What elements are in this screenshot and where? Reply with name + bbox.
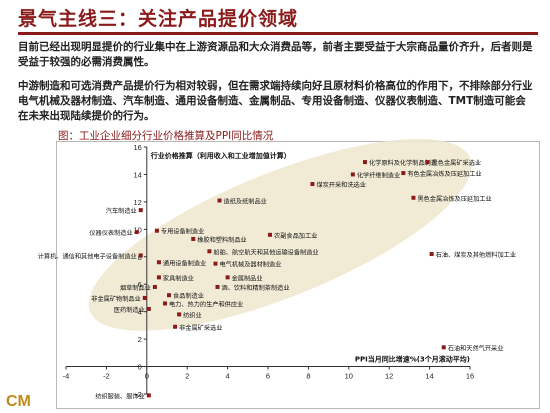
- data-point-label: 专用设备制造业: [161, 228, 204, 236]
- data-point-label: 医药制造业: [114, 306, 145, 314]
- x-tick-label: 14: [425, 372, 433, 381]
- data-point-label: 烟草制品业: [120, 284, 151, 292]
- data-point: [411, 195, 416, 200]
- data-point: [441, 345, 446, 350]
- data-point: [142, 295, 147, 300]
- data-point: [350, 172, 355, 177]
- data-point: [138, 253, 143, 258]
- x-axis-title: PPI当月同比增速%(3个月滚动平均): [355, 355, 470, 364]
- y-tick-label: 10: [133, 225, 141, 234]
- x-tick-label: 2: [185, 372, 189, 381]
- data-point-label: 石油和天然气开采业: [448, 344, 504, 352]
- data-point-label: 酒、饮料和精制茶制造业: [222, 284, 290, 292]
- data-point: [177, 312, 182, 317]
- data-point: [152, 284, 157, 289]
- data-point-label: 化学纤维制造业: [357, 171, 400, 179]
- data-point: [156, 260, 161, 265]
- x-tick-label: 6: [266, 372, 270, 381]
- data-point-label: 橡胶和塑料制品业: [197, 236, 247, 244]
- y-tick-label: 6: [138, 280, 142, 289]
- x-tick-label: -4: [63, 372, 70, 381]
- highlight-ellipse: [88, 138, 472, 331]
- data-point: [146, 306, 151, 311]
- figure-caption: 图：工业企业细分行业价格推算及PPI同比情况: [58, 130, 274, 142]
- data-point: [213, 261, 218, 266]
- data-point-label: 家具制造业: [163, 274, 194, 282]
- x-tick-label: 0: [145, 372, 149, 381]
- data-point-label: 黑色金属冶炼及压延加工业: [417, 195, 491, 203]
- data-point-label: 黑色金属矿采选业: [432, 159, 482, 167]
- data-point-label: 通用设备制造业: [163, 259, 206, 267]
- data-point: [429, 252, 434, 257]
- data-point-label: 电气机械及器材制造业: [219, 261, 281, 269]
- data-point: [146, 393, 151, 398]
- data-point: [173, 324, 178, 329]
- data-point-label: 计算机、通信和其他电子设备制造业: [38, 252, 137, 260]
- y-tick-label: 0: [138, 363, 142, 372]
- data-point-label: 纺织服装、服饰业: [95, 392, 145, 400]
- data-point-label: 造纸及纸制品业: [224, 198, 267, 206]
- x-tick-label: 10: [345, 372, 353, 381]
- data-point-label: 有色金属冶炼及压延加工业: [407, 170, 481, 178]
- title-underline: [18, 32, 538, 35]
- data-point-label: 非金属矿采选业: [179, 324, 222, 332]
- data-point-label: 电力、热力的生产和供应业: [169, 300, 243, 308]
- data-point-label: 石油、煤炭及其他燃料加工业: [436, 251, 516, 259]
- detail-paragraph: 中游制造和可选消费产品提价行为相对较弱，但在需求端持续向好且原材料价格高位的作用…: [18, 80, 533, 122]
- summary-paragraph: 目前已经出现明显提价的行业集中在上游资源品和大众消费品等，前者主要受益于大宗商品…: [18, 41, 533, 68]
- data-point: [362, 160, 367, 165]
- data-point: [134, 230, 139, 235]
- brand-logo: CM: [6, 393, 31, 410]
- data-point-label: 船舶、航空航天和其他运输设备制造业: [213, 248, 318, 256]
- data-point: [401, 171, 406, 176]
- y-tick-label: 16: [133, 143, 141, 152]
- data-point: [138, 208, 143, 213]
- data-point-label: 化学原料及化学制品制造: [369, 159, 437, 167]
- x-tick-label: 8: [306, 372, 310, 381]
- x-tick-label: 12: [385, 372, 393, 381]
- data-point: [425, 160, 430, 165]
- data-point: [191, 236, 196, 241]
- data-point: [162, 301, 167, 306]
- data-point: [225, 275, 230, 280]
- data-point: [207, 249, 212, 254]
- data-point-label: 食品制造业: [173, 292, 204, 300]
- data-point: [167, 293, 172, 298]
- x-tick-label: 4: [226, 372, 230, 381]
- y-tick-label: 2: [138, 335, 142, 344]
- x-tick-label: 16: [466, 372, 474, 381]
- x-tick-label: -2: [103, 372, 110, 381]
- y-axis-title: 行业价格推算（利用收入和工业增加值计算）: [150, 151, 291, 160]
- data-point: [215, 284, 220, 289]
- data-point-label: 农副食品加工业: [274, 232, 317, 240]
- data-point-label: 煤炭开采和洗选业: [316, 181, 366, 189]
- data-point-label: 汽车制造业: [106, 207, 137, 215]
- page-title: 景气主线三：关注产品提价领域: [18, 8, 299, 30]
- data-point: [310, 182, 315, 187]
- data-point: [154, 228, 159, 233]
- data-point-label: 非金属矿物制品业: [91, 295, 141, 303]
- data-point-label: 金属制品业: [232, 274, 263, 282]
- data-point: [217, 198, 222, 203]
- y-tick-label: 14: [133, 170, 141, 179]
- chart-frame: [56, 141, 540, 409]
- y-tick-label: 12: [133, 198, 141, 207]
- data-point: [156, 275, 161, 280]
- data-point-label: 仪器仪表制造业: [89, 229, 132, 237]
- y-tick-label: -2: [135, 390, 142, 399]
- data-point: [268, 232, 273, 237]
- y-tick-label: 4: [138, 308, 142, 317]
- data-point-label: 纺织业: [183, 311, 202, 319]
